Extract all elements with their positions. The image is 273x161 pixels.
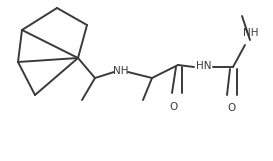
Text: O: O	[170, 102, 178, 112]
Text: HN: HN	[196, 61, 212, 71]
Text: NH: NH	[113, 66, 129, 76]
Text: NH: NH	[243, 28, 259, 38]
Text: O: O	[227, 103, 235, 113]
